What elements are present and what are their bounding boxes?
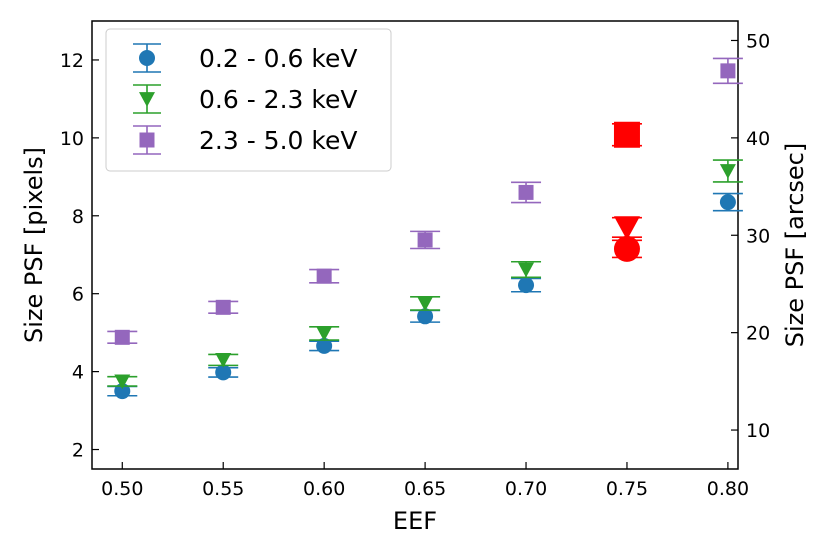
- x-tick-label: 0.75: [606, 478, 648, 500]
- data-point-circle: [518, 277, 535, 294]
- data-point-circle: [215, 364, 232, 381]
- x-tick-label: 0.55: [202, 478, 244, 500]
- x-tick-label: 0.70: [505, 478, 547, 500]
- legend: 0.2 - 0.6 keV 0.6 - 2.3 keV 2.3 - 5.0 keV: [105, 28, 392, 172]
- y-axis-left: 2 4 6 8 10 12: [60, 50, 99, 462]
- data-point-circle: [114, 383, 131, 400]
- y-right-tick-label: 20: [746, 323, 770, 345]
- data-point-square: [316, 268, 332, 284]
- data-point-circle: [417, 308, 434, 325]
- y-axis-right: 10 20 30 40 50: [731, 30, 770, 442]
- data-point-triangle-down: [518, 262, 535, 278]
- data-marks: [107, 57, 743, 400]
- plot-area-frame: [91, 20, 739, 470]
- legend-box: [105, 28, 392, 172]
- y-axis-title-left: Size PSF [pixels]: [20, 147, 48, 343]
- x-axis-title: EEF: [393, 507, 437, 535]
- legend-label: 2.3 - 5.0 keV: [199, 126, 357, 155]
- x-tick-label: 0.50: [101, 478, 143, 500]
- y-axis-title-right: Size PSF [arcsec]: [781, 143, 809, 347]
- y-tick-label: 12: [60, 50, 84, 72]
- legend-marker-circle: [139, 50, 155, 66]
- y-right-tick-label: 50: [746, 30, 770, 52]
- y-right-tick-label: 40: [746, 128, 770, 150]
- legend-label: 0.6 - 2.3 keV: [199, 85, 357, 114]
- data-point-square: [518, 184, 534, 200]
- data-point-square: [720, 63, 736, 79]
- y-right-tick-label: 10: [746, 420, 770, 442]
- data-point-triangle-down: [215, 353, 232, 368]
- data-point-triangle-down: [719, 164, 736, 179]
- data-point-triangle-down: [316, 326, 333, 342]
- x-tick-label: 0.80: [707, 478, 749, 500]
- highlight-point-circle: [613, 235, 640, 262]
- y-tick-label: 2: [72, 440, 84, 462]
- x-tick-label: 0.60: [303, 478, 345, 500]
- y-right-tick-label: 30: [746, 225, 770, 247]
- data-point-triangle-down: [417, 296, 434, 312]
- highlight-point-square: [613, 121, 640, 148]
- legend-marker-triangle-down: [139, 92, 155, 107]
- data-point-square: [215, 299, 231, 315]
- y-tick-label: 4: [72, 362, 84, 384]
- y-tick-label: 10: [60, 128, 84, 150]
- data-point-square: [114, 329, 130, 345]
- highlight-point-triangle-down: [613, 216, 640, 241]
- legend-marker-square: [139, 132, 155, 148]
- legend-label: 0.2 - 0.6 keV: [199, 44, 357, 73]
- y-tick-label: 8: [72, 206, 84, 228]
- data-point-circle: [719, 194, 736, 211]
- data-point-square: [417, 232, 433, 248]
- data-point-triangle-down: [114, 374, 131, 390]
- data-point-circle: [316, 337, 333, 354]
- x-axis: 0.50 0.55 0.60 0.65 0.70 0.75 0.80: [101, 462, 749, 500]
- y-tick-label: 6: [72, 284, 84, 306]
- x-tick-label: 0.65: [404, 478, 446, 500]
